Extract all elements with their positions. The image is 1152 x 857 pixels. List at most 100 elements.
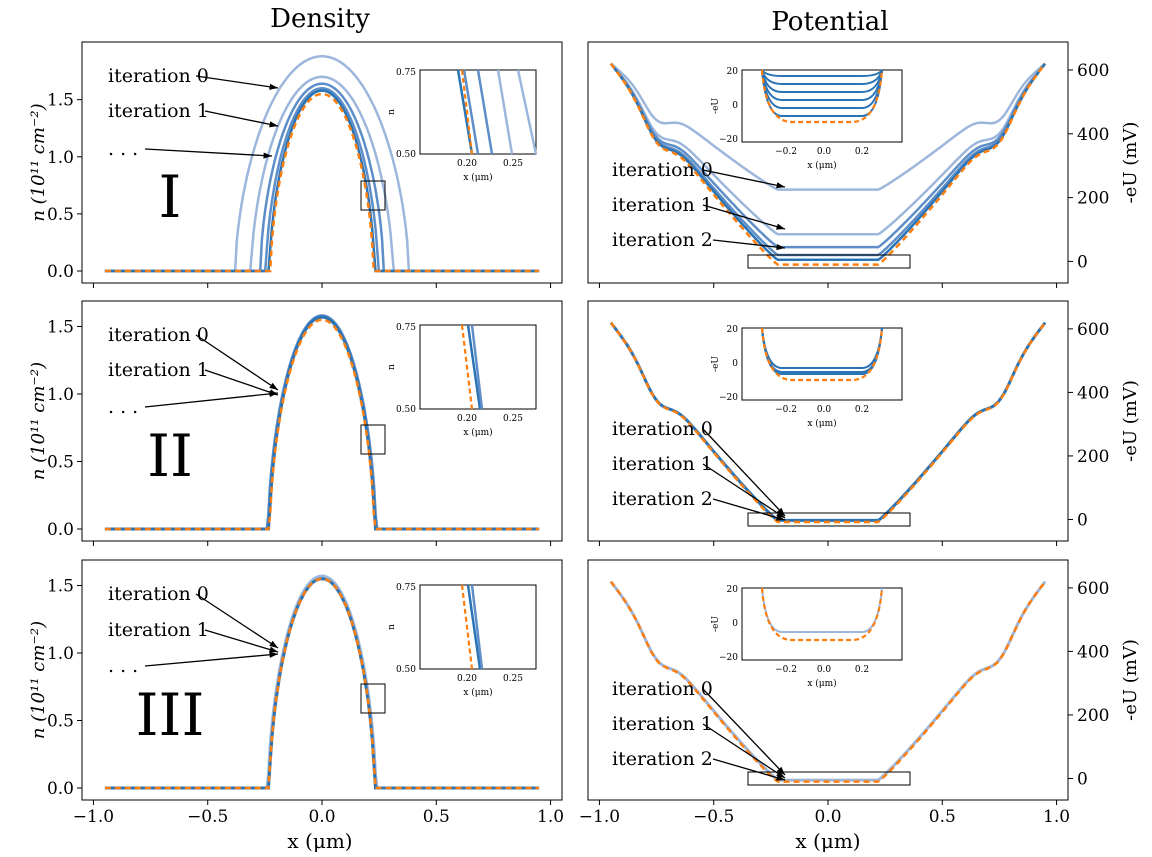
inset-xlabel: x (μm) xyxy=(463,172,492,183)
arrow-head xyxy=(269,83,278,90)
annotation-arrow xyxy=(712,758,786,781)
y-tick-label: 200 xyxy=(1077,189,1109,209)
density-final-dashed xyxy=(104,318,540,531)
annotation-arrow xyxy=(144,392,279,408)
density-annotation: . . . xyxy=(108,655,138,677)
inset-xlabel: x (μm) xyxy=(463,427,492,438)
inset-dashed xyxy=(460,584,474,670)
inset-series xyxy=(476,69,494,155)
row-label: I xyxy=(159,163,182,231)
inset-series xyxy=(761,69,883,77)
inset-xtick: 0.25 xyxy=(503,159,523,169)
y-tick-label: 0 xyxy=(1077,769,1088,789)
density-annotation: . . . xyxy=(108,396,138,418)
potential-annotation: iteration 1 xyxy=(612,713,713,735)
annotation-arrow xyxy=(204,629,279,653)
row-label: II xyxy=(147,422,193,490)
density-annotation: . . . xyxy=(108,138,138,160)
density-ylabel: n (10¹¹ cm⁻²) xyxy=(28,621,49,739)
density-annotation: iteration 0 xyxy=(108,65,209,87)
x-tick-label: 0.5 xyxy=(929,807,956,827)
potential-series xyxy=(609,62,1047,236)
x-tick-label: −0.5 xyxy=(693,807,734,827)
y-tick-label: 0.5 xyxy=(47,453,74,473)
inset-dashed xyxy=(460,69,474,155)
annotation-arrow xyxy=(702,428,786,517)
annotation-arrow xyxy=(702,204,786,230)
arrow-head xyxy=(776,243,785,251)
title-potential: Potential xyxy=(771,7,888,37)
arrow-head xyxy=(269,640,278,648)
zoom-box xyxy=(360,683,386,714)
annotation-arrow xyxy=(702,688,786,776)
inset-ytick: 0.75 xyxy=(396,68,416,78)
inset-ytick: 0 xyxy=(732,359,738,369)
x-tick-label: 1.0 xyxy=(537,807,564,827)
inset-xtick: 0.20 xyxy=(457,674,477,684)
arrow-head xyxy=(776,223,785,230)
potential-annotation: iteration 0 xyxy=(612,159,713,181)
inset-xtick: 0.0 xyxy=(817,147,832,157)
inset-ylabel: n xyxy=(387,109,397,115)
arrow-head xyxy=(269,390,278,397)
inset-dashed xyxy=(760,327,884,382)
inset-density: 0.75 0.50 0.20 0.25 x (μm) n xyxy=(387,68,538,183)
y-tick-label: 600 xyxy=(1077,579,1109,599)
inset-xlabel: x (μm) xyxy=(807,160,836,171)
inset-ytick: 0.50 xyxy=(396,150,416,160)
zoom-box xyxy=(747,254,911,269)
arrow-head xyxy=(776,507,785,516)
y-tick-label: 400 xyxy=(1077,642,1109,662)
annotation-arrow xyxy=(204,110,279,127)
inset-series xyxy=(761,69,883,85)
inset-ytick: 0 xyxy=(732,619,738,629)
zoom-box xyxy=(360,180,386,211)
inset-ylabel: n xyxy=(387,624,397,630)
y-tick-label: 200 xyxy=(1077,706,1109,726)
potential-ylabel: -eU (mV) xyxy=(1120,639,1141,721)
title-density: Density xyxy=(270,4,370,34)
inset-ytick: 0 xyxy=(732,101,738,111)
x-tick-label: −1.0 xyxy=(73,807,114,827)
y-tick-label: 0 xyxy=(1077,510,1088,530)
potential-annotation: iteration 0 xyxy=(612,418,713,440)
potential-annotation: iteration 2 xyxy=(612,229,713,251)
density-ylabel: n (10¹¹ cm⁻²) xyxy=(28,362,49,480)
inset-ytick: 20 xyxy=(727,325,739,335)
inset-xtick: 0.0 xyxy=(817,405,832,415)
inset-ylabel: -eU xyxy=(711,356,721,372)
inset-ytick: 0.75 xyxy=(396,583,416,593)
potential-series xyxy=(609,62,1047,262)
inset-density: 0.75 0.50 0.20 0.25 x (μm) n xyxy=(387,323,537,438)
inset-potential: 20 0 −20 −0.2 0.0 0.2 x (μm) -eU xyxy=(711,325,903,429)
y-tick-label: 0.0 xyxy=(47,520,74,540)
density-annotation: iteration 0 xyxy=(108,324,209,346)
inset-density: 0.75 0.50 0.20 0.25 x (μm) n xyxy=(387,583,537,698)
inset-ylabel: -eU xyxy=(711,616,721,632)
annotation-arrow xyxy=(144,148,273,157)
x-tick-label: 0.5 xyxy=(423,807,450,827)
inset-frame xyxy=(741,327,903,401)
density-final-dashed xyxy=(104,577,540,790)
arrow-head xyxy=(263,152,272,159)
annotation-arrow xyxy=(204,369,279,396)
inset-ylabel: -eU xyxy=(711,98,721,114)
inset-ytick: 0.50 xyxy=(396,405,416,415)
inset-xtick: 0.20 xyxy=(457,414,477,424)
inset-xtick: 0.20 xyxy=(457,159,477,169)
inset-ytick: 20 xyxy=(727,67,739,77)
inset-series xyxy=(761,69,883,93)
inset-series xyxy=(470,324,484,410)
inset-xtick: 0.2 xyxy=(855,665,869,675)
xlabel-left: x (μm) xyxy=(287,829,352,853)
arrow-head xyxy=(269,646,278,653)
y-tick-label: 400 xyxy=(1077,383,1109,403)
inset-potential: 20 0 −20 −0.2 0.0 0.2 x (μm) -eU xyxy=(711,67,903,171)
y-tick-label: 400 xyxy=(1077,125,1109,145)
arrow-head xyxy=(776,514,785,521)
y-tick-label: 1.5 xyxy=(47,91,74,111)
y-tick-label: 1.5 xyxy=(47,318,74,338)
potential-ylabel: -eU (mV) xyxy=(1120,122,1141,204)
inset-ytick: 20 xyxy=(727,585,739,595)
y-tick-label: 1.5 xyxy=(47,577,74,597)
